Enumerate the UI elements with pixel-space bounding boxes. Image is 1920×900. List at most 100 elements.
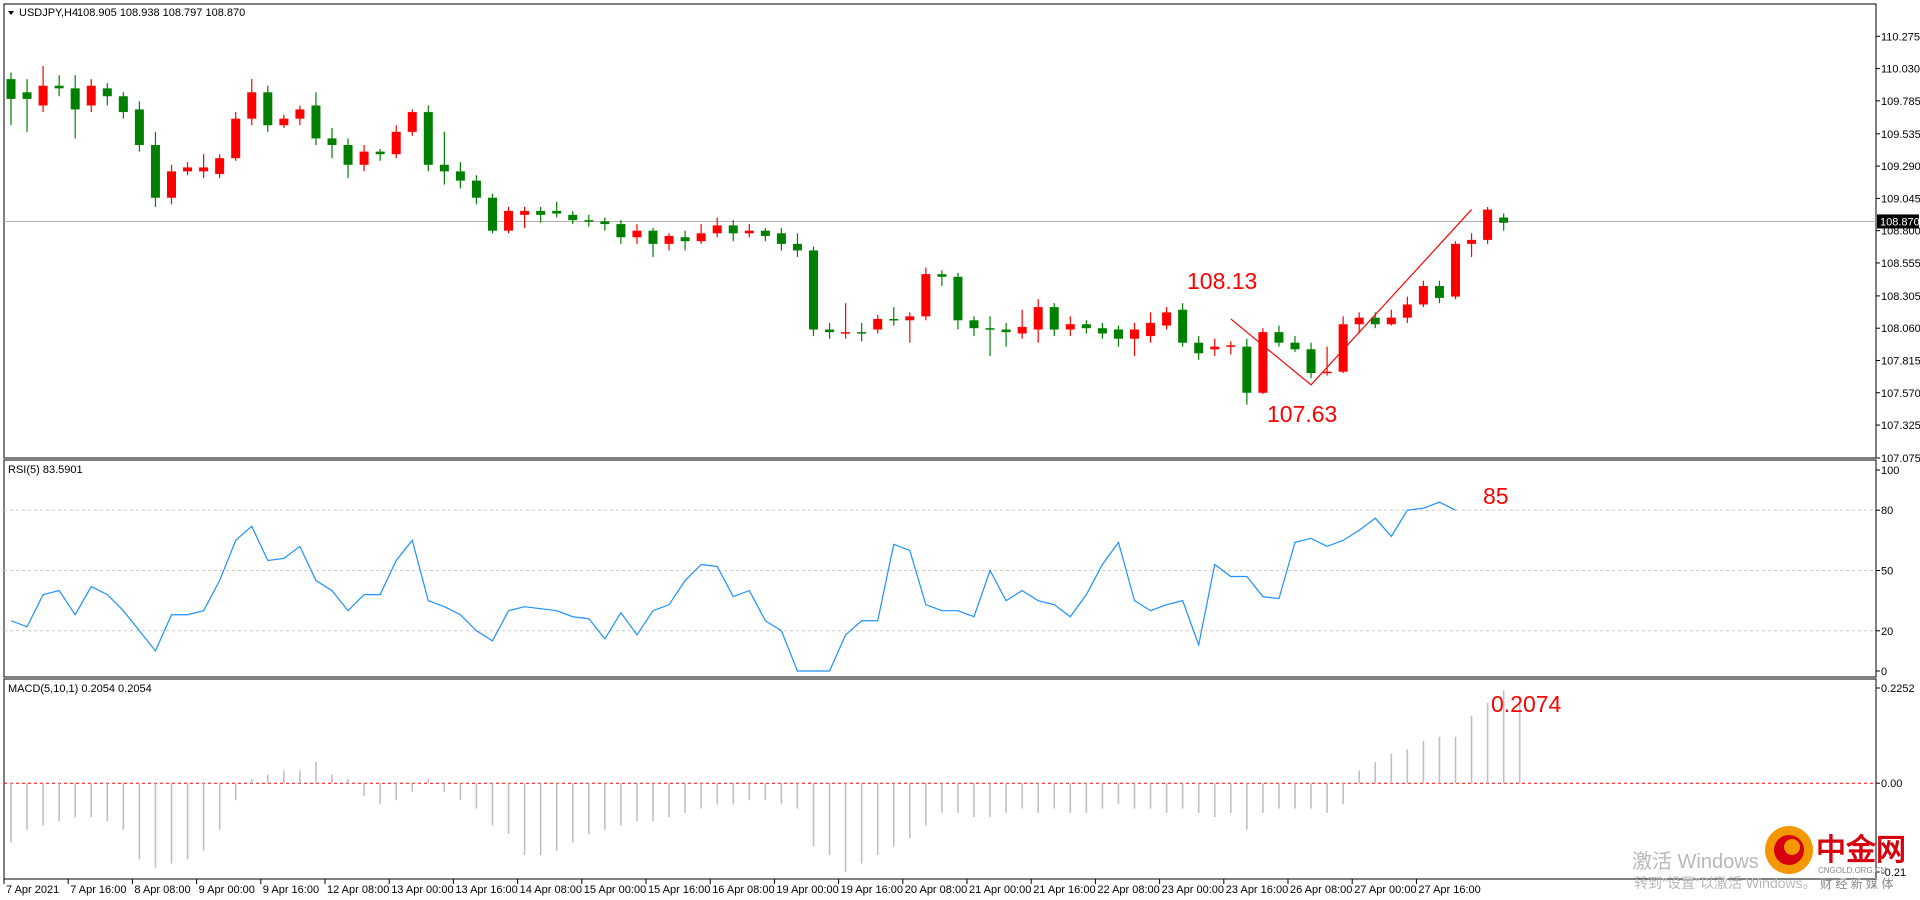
price-tick-label: 107.815	[1881, 355, 1920, 367]
candle	[1434, 286, 1444, 298]
price-tick-label: 109.290	[1881, 161, 1920, 173]
candle	[504, 210, 514, 231]
annotation-high: 108.13	[1187, 268, 1257, 294]
rsi-title: RSI(5) 83.5901	[8, 464, 83, 476]
candle	[375, 151, 385, 155]
activate-windows-hint: 转到"设置"以激活 Windows。	[1634, 875, 1817, 891]
rsi-plot	[4, 501, 1876, 672]
candle	[86, 85, 96, 106]
candle	[1017, 326, 1027, 334]
candle	[118, 96, 128, 113]
time-label: 12 Apr 08:00	[327, 884, 389, 896]
logo-tag: 财 经 新 媒 体	[1820, 876, 1893, 891]
candle	[1354, 317, 1364, 325]
time-label: 7 Apr 2021	[6, 884, 59, 896]
price-axis: 110.275 110.030 109.785 109.535 109.290 109.0…	[1876, 31, 1920, 465]
activate-windows-title: 激活 Windows	[1632, 850, 1759, 873]
candle	[1130, 329, 1139, 339]
candle	[439, 164, 449, 172]
candle	[1306, 349, 1316, 373]
time-label: 22 Apr 08:00	[1097, 884, 1159, 896]
time-label: 7 Apr 16:00	[70, 884, 126, 896]
candle	[873, 318, 883, 330]
current-price-label: 108.870	[1880, 216, 1920, 228]
candle	[150, 145, 160, 198]
candle	[407, 112, 417, 132]
time-label: 19 Apr 16:00	[841, 884, 903, 896]
rsi-tick-label: 50	[1881, 566, 1893, 578]
price-tick-label: 108.555	[1881, 258, 1920, 270]
time-axis: 7 Apr 2021 7 Apr 16:00 8 Apr 08:00 9 Apr 00…	[3, 879, 1481, 896]
candle	[6, 79, 16, 99]
price-plot	[4, 65, 1876, 405]
price-tick-label: 107.075	[1881, 453, 1920, 465]
candle	[1113, 329, 1123, 339]
current-price-box	[1877, 214, 1919, 229]
candle	[231, 118, 241, 159]
candle	[905, 316, 915, 321]
time-label: 26 Apr 08:00	[1290, 884, 1352, 896]
time-label: 9 Apr 16:00	[263, 884, 319, 896]
candle	[1242, 346, 1252, 393]
candle	[1467, 239, 1477, 244]
candle	[1499, 217, 1509, 223]
candle	[38, 85, 48, 106]
candle	[1483, 209, 1493, 240]
logo-text: 中金网	[1816, 833, 1906, 867]
candle	[183, 167, 193, 172]
time-label: 27 Apr 16:00	[1418, 884, 1480, 896]
rsi-panel[interactable]	[3, 459, 1877, 678]
macd-plot	[4, 690, 1876, 872]
time-label: 27 Apr 00:00	[1354, 884, 1416, 896]
candle	[279, 118, 289, 126]
chart-menu-arrow-icon[interactable]	[8, 11, 14, 15]
candle	[1210, 346, 1220, 350]
candle	[680, 237, 690, 242]
annotation-low: 107.63	[1267, 401, 1337, 427]
candle	[54, 85, 64, 89]
price-tick-label: 108.305	[1881, 291, 1920, 303]
rsi-tick-label: 20	[1881, 626, 1893, 638]
macd-panel[interactable]	[3, 678, 1877, 880]
time-label: 23 Apr 00:00	[1162, 884, 1224, 896]
cngold-logo-icon	[1765, 826, 1813, 874]
candle	[1370, 317, 1380, 325]
ohlc-values: 108.905 108.938 108.797 108.870	[77, 7, 245, 19]
candle	[488, 197, 497, 231]
candle	[102, 88, 112, 97]
time-label: 8 Apr 08:00	[134, 884, 190, 896]
time-label: 15 Apr 00:00	[584, 884, 646, 896]
candle	[600, 221, 610, 225]
price-tick-label: 107.325	[1881, 420, 1920, 432]
candle	[167, 171, 176, 198]
macd-title: MACD(5,10,1) 0.2054 0.2054	[8, 683, 152, 695]
candle	[327, 138, 337, 146]
time-label: 19 Apr 00:00	[776, 884, 838, 896]
candle	[199, 167, 209, 172]
candle	[520, 210, 530, 215]
time-label: 9 Apr 00:00	[199, 884, 255, 896]
price-panel[interactable]	[3, 3, 1877, 459]
rsi-axis: 100 80 50 20 0	[1876, 465, 1899, 678]
price-tick-label: 109.045	[1881, 193, 1920, 205]
candle	[1081, 324, 1091, 329]
rsi-tick-label: 0	[1881, 666, 1887, 678]
price-tick-label: 107.570	[1881, 388, 1920, 400]
candle	[552, 210, 562, 214]
candle	[536, 210, 546, 215]
candle	[1049, 307, 1059, 330]
candle	[744, 230, 754, 234]
macd-axis: 0.2252 0.00 -0.21	[1876, 683, 1915, 879]
candle	[760, 230, 770, 236]
candle	[263, 92, 273, 126]
candle	[664, 235, 674, 244]
candle	[295, 109, 305, 119]
candle	[471, 180, 481, 198]
rsi-line	[10, 501, 1456, 672]
candle	[792, 243, 802, 251]
candle	[1097, 328, 1107, 334]
price-tick-label: 109.785	[1881, 96, 1920, 108]
candle	[969, 320, 979, 329]
macd-tick-label: 0.00	[1881, 778, 1902, 790]
